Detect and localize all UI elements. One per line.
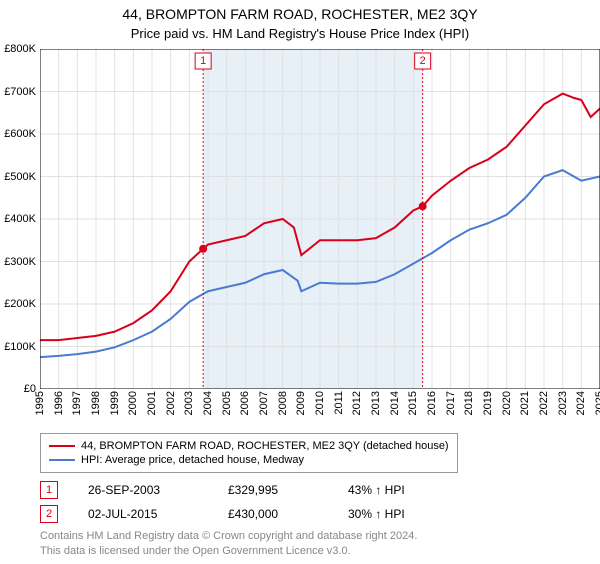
marker-index-box: 1 bbox=[40, 481, 58, 499]
y-tick-label: £600K bbox=[4, 128, 36, 140]
marker-date: 26-SEP-2003 bbox=[88, 483, 198, 497]
x-tick-label: 1995 bbox=[34, 391, 46, 415]
legend-label: 44, BROMPTON FARM ROAD, ROCHESTER, ME2 3… bbox=[81, 440, 449, 452]
svg-text:1: 1 bbox=[200, 55, 206, 67]
marker-price: £430,000 bbox=[228, 507, 318, 521]
x-tick-label: 2000 bbox=[127, 391, 139, 415]
x-tick-label: 2015 bbox=[407, 391, 419, 415]
footer-attribution: Contains HM Land Registry data © Crown c… bbox=[40, 529, 600, 560]
legend-row: 44, BROMPTON FARM ROAD, ROCHESTER, ME2 3… bbox=[49, 440, 449, 452]
x-tick-label: 1999 bbox=[109, 391, 121, 415]
legend-row: HPI: Average price, detached house, Medw… bbox=[49, 454, 449, 466]
marker-row: 1 26-SEP-2003 £329,995 43% ↑ HPI bbox=[40, 481, 600, 499]
x-tick-label: 2021 bbox=[519, 391, 531, 415]
footer-line: Contains HM Land Registry data © Crown c… bbox=[40, 529, 600, 544]
x-tick-label: 1998 bbox=[90, 391, 102, 415]
x-tick-label: 2013 bbox=[370, 391, 382, 415]
marker-index-box: 2 bbox=[40, 505, 58, 523]
x-tick-label: 2012 bbox=[351, 391, 363, 415]
x-tick-label: 2011 bbox=[333, 391, 345, 415]
y-tick-label: £700K bbox=[4, 86, 36, 98]
marker-pct: 43% ↑ HPI bbox=[348, 483, 438, 497]
x-tick-label: 2010 bbox=[314, 391, 326, 415]
x-tick-label: 2022 bbox=[538, 391, 550, 415]
x-tick-label: 1996 bbox=[53, 391, 65, 415]
marker-date: 02-JUL-2015 bbox=[88, 507, 198, 521]
x-tick-label: 2006 bbox=[239, 391, 251, 415]
x-tick-label: 2007 bbox=[258, 391, 270, 415]
y-tick-label: £200K bbox=[4, 298, 36, 310]
x-tick-label: 2009 bbox=[295, 391, 307, 415]
marker-row: 2 02-JUL-2015 £430,000 30% ↑ HPI bbox=[40, 505, 600, 523]
y-tick-label: £500K bbox=[4, 171, 36, 183]
x-tick-label: 2019 bbox=[482, 391, 494, 415]
x-tick-label: 2018 bbox=[463, 391, 475, 415]
legend-label: HPI: Average price, detached house, Medw… bbox=[81, 454, 304, 466]
footer-line: This data is licensed under the Open Gov… bbox=[40, 544, 600, 559]
x-tick-label: 1997 bbox=[71, 391, 83, 415]
x-tick-label: 2002 bbox=[165, 391, 177, 415]
legend-swatch bbox=[49, 459, 75, 461]
x-axis: 1995199619971998199920002001200220032004… bbox=[40, 389, 600, 427]
marker-table: 1 26-SEP-2003 £329,995 43% ↑ HPI 2 02-JUL-201… bbox=[40, 481, 600, 523]
marker-pct: 30% ↑ HPI bbox=[348, 507, 438, 521]
y-axis: £0£100K£200K£300K£400K£500K£600K£700K£80… bbox=[0, 49, 38, 389]
x-tick-label: 2008 bbox=[277, 391, 289, 415]
y-tick-label: £300K bbox=[4, 256, 36, 268]
x-tick-label: 2014 bbox=[389, 391, 401, 415]
marker-price: £329,995 bbox=[228, 483, 318, 497]
x-tick-label: 2016 bbox=[426, 391, 438, 415]
x-tick-label: 2004 bbox=[202, 391, 214, 415]
x-tick-label: 2005 bbox=[221, 391, 233, 415]
line-chart: 12 bbox=[40, 49, 600, 389]
x-tick-label: 2001 bbox=[146, 391, 158, 415]
page-title: 44, BROMPTON FARM ROAD, ROCHESTER, ME2 3… bbox=[0, 6, 600, 22]
page-subtitle: Price paid vs. HM Land Registry's House … bbox=[0, 26, 600, 41]
x-tick-label: 2003 bbox=[183, 391, 195, 415]
svg-text:2: 2 bbox=[420, 55, 426, 67]
chart-area: £0£100K£200K£300K£400K£500K£600K£700K£80… bbox=[40, 49, 600, 389]
x-tick-label: 2024 bbox=[575, 391, 587, 415]
legend-swatch bbox=[49, 445, 75, 447]
x-tick-label: 2025 bbox=[594, 391, 600, 415]
y-tick-label: £400K bbox=[4, 213, 36, 225]
y-tick-label: £800K bbox=[4, 43, 36, 55]
chart-legend: 44, BROMPTON FARM ROAD, ROCHESTER, ME2 3… bbox=[40, 433, 458, 473]
x-tick-label: 2020 bbox=[501, 391, 513, 415]
y-tick-label: £100K bbox=[4, 341, 36, 353]
x-tick-label: 2023 bbox=[557, 391, 569, 415]
x-tick-label: 2017 bbox=[445, 391, 457, 415]
